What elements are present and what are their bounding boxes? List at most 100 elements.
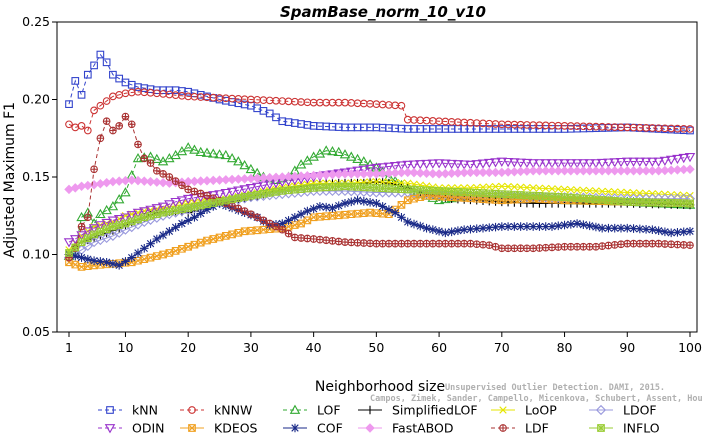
data-point: [641, 225, 651, 234]
x-tick-label: 1: [65, 340, 73, 355]
data-point: [529, 184, 537, 192]
data-point: [635, 198, 644, 206]
data-point: [654, 239, 663, 248]
data-point: [77, 91, 86, 99]
legend-item: LDOF: [589, 403, 657, 418]
data-point: [560, 193, 569, 201]
data-point: [251, 182, 263, 193]
data-point: [636, 189, 644, 197]
data-point: [359, 239, 368, 247]
data-point: [523, 183, 531, 192]
data-point: [623, 188, 631, 197]
data-point: [359, 183, 368, 192]
data-point: [159, 170, 167, 178]
data-point: [234, 194, 243, 202]
legend-item: LOF: [283, 403, 341, 418]
data-point: [245, 184, 257, 194]
data-point: [159, 250, 167, 259]
data-point: [70, 251, 80, 261]
data-point: [184, 242, 193, 251]
data-point: [303, 216, 312, 225]
data-point: [178, 181, 186, 190]
data-point: [673, 199, 682, 207]
data-point: [385, 184, 393, 193]
data-point: [416, 239, 425, 248]
data-point: [629, 198, 638, 206]
data-point: [114, 261, 124, 270]
series-cof: [64, 195, 695, 270]
data-point: [152, 177, 162, 187]
legend-label: FastABOD: [392, 421, 454, 434]
x-tick-label: 100: [678, 340, 702, 355]
data-point: [578, 166, 589, 176]
data-point: [585, 242, 594, 251]
data-point: [535, 244, 544, 252]
data-point: [203, 236, 211, 245]
data-point: [566, 193, 575, 202]
data-point: [102, 97, 111, 105]
data-point: [133, 248, 143, 258]
data-point: [164, 200, 175, 210]
data-point: [559, 159, 570, 169]
data-point: [617, 240, 625, 249]
data-point: [573, 194, 581, 202]
data-point: [604, 196, 613, 205]
data-point: [403, 185, 412, 194]
data-point: [127, 175, 137, 185]
data-point: [134, 256, 142, 265]
data-point: [158, 177, 168, 188]
data-point: [265, 109, 274, 118]
data-point: [585, 186, 594, 195]
data-point: [685, 226, 695, 236]
data-point: [284, 186, 293, 195]
data-point: [572, 219, 582, 228]
data-point: [184, 185, 193, 194]
data-point: [452, 160, 464, 170]
data-point: [303, 234, 312, 243]
data-point: [573, 242, 581, 251]
data-point: [209, 235, 218, 243]
data-point: [220, 188, 232, 199]
data-point: [83, 262, 92, 270]
data-point: [497, 190, 506, 198]
data-point: [560, 185, 569, 194]
data-point: [590, 159, 602, 169]
data-point: [253, 104, 262, 113]
data-point: [465, 167, 476, 178]
data-point: [622, 157, 633, 167]
data-point: [365, 423, 375, 433]
data-point: [640, 157, 652, 167]
data-point: [134, 215, 142, 224]
data-point: [347, 238, 356, 247]
data-point: [623, 197, 632, 206]
data-point: [96, 134, 105, 143]
data-point: [479, 240, 487, 249]
data-point: [397, 101, 406, 110]
series-ldf: [65, 112, 694, 262]
data-point: [579, 194, 588, 203]
data-point: [534, 166, 545, 176]
data-point: [140, 213, 149, 222]
series-line: [68, 53, 691, 131]
data-point: [497, 222, 507, 231]
data-point: [610, 241, 619, 249]
data-point: [610, 166, 620, 176]
data-point: [127, 253, 137, 262]
data-point: [289, 404, 301, 414]
plot-area: [63, 50, 696, 271]
data-point: [404, 179, 412, 187]
data-point: [233, 186, 244, 196]
data-point: [71, 77, 80, 85]
data-point: [660, 227, 670, 237]
data-point: [629, 189, 638, 197]
data-point: [165, 226, 174, 236]
data-point: [410, 194, 418, 203]
data-point: [622, 223, 632, 233]
data-point: [428, 168, 438, 179]
data-point: [214, 149, 225, 159]
legend-item: kNNW: [180, 403, 252, 418]
data-point: [95, 221, 106, 231]
data-point: [378, 239, 387, 248]
data-point: [334, 237, 343, 246]
data-point: [422, 186, 431, 195]
